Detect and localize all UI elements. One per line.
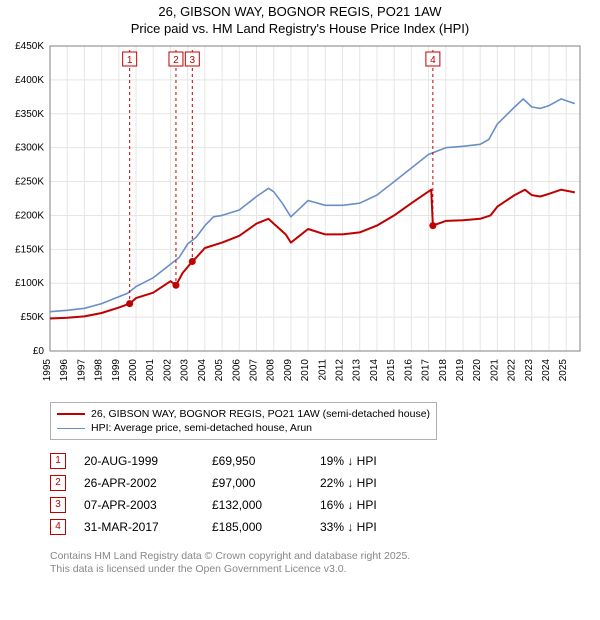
svg-text:2019: 2019	[455, 359, 466, 382]
svg-text:1999: 1999	[111, 359, 122, 382]
event-note: 16% ↓ HPI	[320, 494, 377, 516]
svg-text:2001: 2001	[145, 359, 156, 382]
event-price: £69,950	[212, 450, 302, 472]
chart-plot: £0 £50K £100K £150K £200K £250K £300K £350K £400…	[0, 36, 600, 396]
svg-text:2020: 2020	[472, 359, 483, 382]
event-number-badge: 3	[50, 497, 66, 513]
event-note: 22% ↓ HPI	[320, 472, 377, 494]
svg-text:1: 1	[127, 55, 133, 66]
svg-text:2: 2	[173, 55, 179, 66]
legend-row: HPI: Average price, semi-detached house,…	[57, 421, 430, 435]
event-row: 1 20-AUG-1999 £69,950 19% ↓ HPI	[50, 450, 600, 472]
event-note: 19% ↓ HPI	[320, 450, 377, 472]
svg-text:2021: 2021	[489, 359, 500, 382]
event-date: 26-APR-2002	[84, 472, 194, 494]
event-price: £97,000	[212, 472, 302, 494]
footer-line: Contains HM Land Registry data © Crown c…	[50, 550, 600, 563]
svg-text:2022: 2022	[507, 359, 518, 382]
svg-text:£300K: £300K	[15, 143, 44, 154]
svg-text:£250K: £250K	[15, 177, 44, 188]
svg-text:2012: 2012	[335, 359, 346, 382]
event-date: 31-MAR-2017	[84, 516, 194, 538]
footer-line: This data is licensed under the Open Gov…	[50, 563, 600, 576]
event-note: 33% ↓ HPI	[320, 516, 377, 538]
event-date: 20-AUG-1999	[84, 450, 194, 472]
attribution-footer: Contains HM Land Registry data © Crown c…	[50, 550, 600, 584]
svg-text:1995: 1995	[42, 359, 53, 382]
svg-text:1998: 1998	[94, 359, 105, 382]
legend-row: 26, GIBSON WAY, BOGNOR REGIS, PO21 1AW (…	[57, 407, 430, 421]
legend-swatch	[57, 428, 85, 429]
svg-text:4: 4	[430, 55, 436, 66]
svg-text:3: 3	[190, 55, 196, 66]
svg-text:2024: 2024	[541, 359, 552, 382]
svg-text:2018: 2018	[438, 359, 449, 382]
event-price: £185,000	[212, 516, 302, 538]
svg-text:2011: 2011	[317, 359, 328, 381]
chart-title-sub: Price paid vs. HM Land Registry's House …	[0, 21, 600, 36]
event-number-badge: 4	[50, 519, 66, 535]
event-row: 3 07-APR-2003 £132,000 16% ↓ HPI	[50, 494, 600, 516]
svg-text:£50K: £50K	[21, 312, 45, 323]
legend: 26, GIBSON WAY, BOGNOR REGIS, PO21 1AW (…	[50, 402, 437, 440]
event-row: 4 31-MAR-2017 £185,000 33% ↓ HPI	[50, 516, 600, 538]
legend-label: 26, GIBSON WAY, BOGNOR REGIS, PO21 1AW (…	[91, 407, 430, 421]
svg-text:2025: 2025	[558, 359, 569, 382]
svg-text:2015: 2015	[386, 359, 397, 382]
svg-text:2008: 2008	[266, 359, 277, 382]
legend-label: HPI: Average price, semi-detached house,…	[91, 421, 312, 435]
svg-text:£450K: £450K	[15, 41, 44, 52]
svg-text:2014: 2014	[369, 359, 380, 382]
event-number-badge: 1	[50, 453, 66, 469]
svg-text:2006: 2006	[231, 359, 242, 382]
svg-text:2007: 2007	[248, 359, 259, 382]
svg-text:2010: 2010	[300, 359, 311, 382]
svg-text:2003: 2003	[180, 359, 191, 382]
chart-title-main: 26, GIBSON WAY, BOGNOR REGIS, PO21 1AW	[0, 4, 600, 19]
svg-text:£400K: £400K	[15, 75, 44, 86]
event-number-badge: 2	[50, 475, 66, 491]
svg-text:£100K: £100K	[15, 278, 44, 289]
svg-text:2004: 2004	[197, 359, 208, 382]
svg-text:1996: 1996	[59, 359, 70, 382]
event-price: £132,000	[212, 494, 302, 516]
svg-text:1997: 1997	[76, 359, 87, 382]
legend-swatch	[57, 413, 85, 415]
svg-text:2002: 2002	[162, 359, 173, 382]
svg-text:2000: 2000	[128, 359, 139, 382]
svg-text:2005: 2005	[214, 359, 225, 382]
chart-container: 26, GIBSON WAY, BOGNOR REGIS, PO21 1AW P…	[0, 0, 600, 584]
event-date: 07-APR-2003	[84, 494, 194, 516]
line-chart-svg: £0 £50K £100K £150K £200K £250K £300K £350K £400…	[0, 36, 600, 396]
svg-text:2013: 2013	[352, 359, 363, 382]
svg-text:2009: 2009	[283, 359, 294, 382]
svg-text:£200K: £200K	[15, 210, 44, 221]
svg-text:£0: £0	[33, 346, 45, 357]
svg-text:£150K: £150K	[15, 244, 44, 255]
svg-text:£350K: £350K	[15, 109, 44, 120]
svg-text:2017: 2017	[421, 359, 432, 382]
svg-text:2023: 2023	[524, 359, 535, 382]
event-row: 2 26-APR-2002 £97,000 22% ↓ HPI	[50, 472, 600, 494]
svg-text:2016: 2016	[403, 359, 414, 382]
sale-events-table: 1 20-AUG-1999 £69,950 19% ↓ HPI 2 26-APR-2002…	[50, 450, 600, 538]
chart-titles: 26, GIBSON WAY, BOGNOR REGIS, PO21 1AW P…	[0, 0, 600, 36]
